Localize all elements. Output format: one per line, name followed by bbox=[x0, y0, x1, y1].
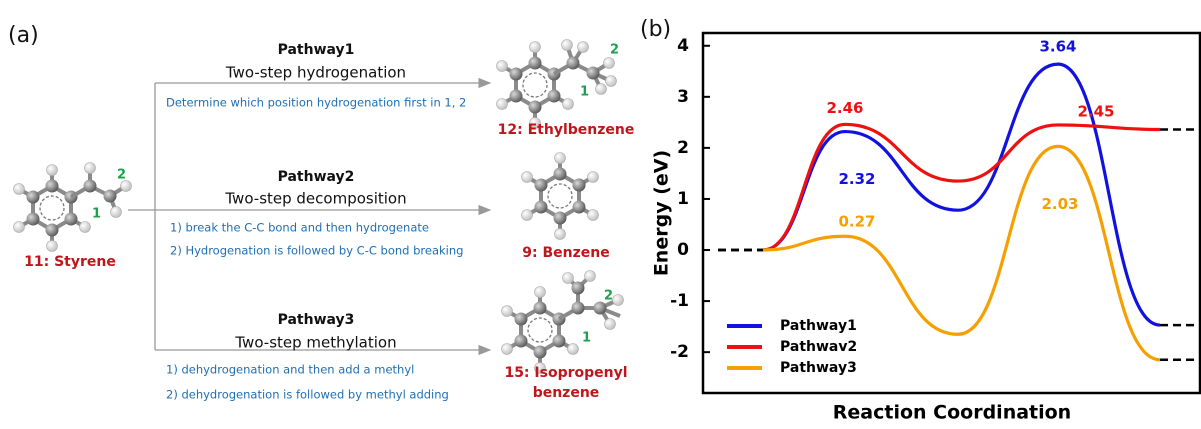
product-name: benzene bbox=[533, 385, 600, 401]
site-label: 1 bbox=[92, 207, 101, 222]
product-name: 12: Ethylbenzene bbox=[498, 122, 635, 138]
value-label: 2.45 bbox=[1077, 102, 1114, 120]
y-tick-label: -1 bbox=[670, 291, 689, 311]
panel-label: (a) bbox=[8, 23, 39, 48]
value-label: 2.32 bbox=[838, 170, 875, 188]
y-tick-label: 4 bbox=[677, 36, 689, 56]
x-axis-label: Reaction Coordination bbox=[833, 402, 1071, 424]
product-name: 15: Isopropenyl bbox=[504, 365, 627, 381]
value-label: 2.46 bbox=[826, 99, 863, 117]
y-tick-label: 0 bbox=[677, 240, 689, 260]
energy-curve bbox=[763, 124, 1160, 250]
panel-b: (b) Energy (eV) Reaction Coordination -2… bbox=[640, 17, 1200, 424]
y-tick-label: -2 bbox=[670, 342, 689, 362]
y-tick-label: 1 bbox=[677, 189, 689, 209]
y-tick-label: 2 bbox=[677, 138, 689, 158]
pathway-subtitle: Two-step methylation bbox=[234, 334, 396, 352]
pathway-note: 1) dehydrogenation and then add a methyl bbox=[166, 363, 414, 377]
pathway-subtitle: Two-step decomposition bbox=[224, 190, 406, 208]
legend-label: Pathway3 bbox=[780, 360, 857, 376]
molecule-styrene bbox=[14, 163, 132, 252]
site-label: 1 bbox=[580, 85, 589, 100]
value-label: 2.03 bbox=[1041, 195, 1078, 213]
panel-a: (a) 2 1 11: Styrene Pathway1 Two-step hy… bbox=[8, 23, 634, 402]
molecule-isopropenylbenzene bbox=[502, 271, 624, 374]
pathway-subtitle: Two-step hydrogenation bbox=[225, 64, 406, 82]
site-label: 1 bbox=[582, 331, 591, 346]
value-label: 0.27 bbox=[838, 213, 875, 231]
connectors bbox=[128, 83, 490, 350]
pathway-note: 2) dehydrogenation is followed by methyl… bbox=[166, 388, 449, 402]
molecule-benzene bbox=[522, 153, 599, 240]
pathway-title: Pathway1 bbox=[278, 42, 355, 58]
reactant-name: 11: Styrene bbox=[24, 254, 116, 270]
product-name: 9: Benzene bbox=[522, 245, 609, 261]
plot-frame bbox=[703, 33, 1200, 393]
legend-label: Pathwav2 bbox=[780, 339, 857, 355]
molecule-ethylbenzene bbox=[497, 40, 617, 129]
value-label: 3.64 bbox=[1039, 38, 1076, 56]
y-tick-label: 3 bbox=[677, 87, 689, 107]
pathway-title: Pathway2 bbox=[278, 169, 355, 185]
legend-label: Pathway1 bbox=[780, 318, 857, 334]
panel-label: (b) bbox=[640, 17, 671, 42]
pathway-note: 2) Hydrogenation is followed by C-C bond… bbox=[170, 244, 463, 258]
figure: (a) 2 1 11: Styrene Pathway1 Two-step hy… bbox=[0, 0, 1201, 429]
site-label: 2 bbox=[604, 289, 613, 304]
site-label: 2 bbox=[117, 168, 126, 183]
site-label: 2 bbox=[610, 43, 619, 58]
pathway-note: 1) break the C-C bond and then hydrogena… bbox=[170, 221, 429, 235]
pathway-title: Pathway3 bbox=[278, 312, 355, 328]
pathway-note: Determine which position hydrogenation f… bbox=[166, 96, 466, 110]
y-axis-label: Energy (eV) bbox=[651, 150, 673, 276]
